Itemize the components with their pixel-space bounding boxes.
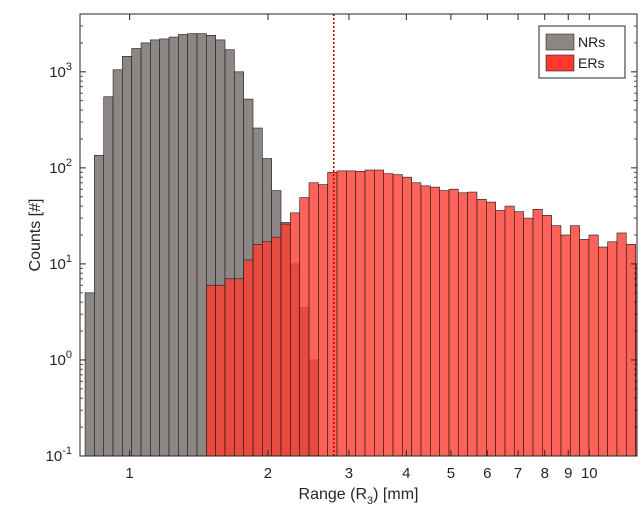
ers-bar	[383, 173, 394, 457]
nrs-bar	[168, 36, 179, 457]
ers-bar	[355, 171, 366, 457]
legend: NRs ERs	[538, 25, 626, 79]
legend-label-nrs: NRs	[578, 34, 605, 50]
legend-swatch-nrs	[545, 33, 575, 51]
ers-bar	[206, 284, 216, 457]
ers-bar	[271, 236, 282, 457]
x-axis-label-main: Range (R	[299, 486, 367, 503]
ers-bar	[476, 199, 487, 457]
x-tick-label: 8	[541, 465, 549, 482]
nrs-bar	[94, 155, 105, 457]
ers-bar	[458, 192, 468, 457]
ers-bar	[224, 278, 235, 457]
ers-bar	[588, 234, 599, 457]
y-axis-label: Counts [#]	[27, 199, 44, 272]
ers-bar	[420, 185, 431, 457]
nrs-bar	[112, 69, 123, 457]
y-tick-label: 101	[49, 253, 72, 273]
ers-bar	[569, 225, 580, 457]
nrs-bar	[84, 292, 95, 457]
y-axis-ticks: 10-1 100 101 102 103	[46, 13, 637, 465]
ers-bar	[560, 234, 571, 457]
y-tick-label: 103	[49, 61, 72, 81]
x-tick-label: 9	[564, 465, 572, 482]
ers-bar	[336, 170, 347, 457]
ers-bar	[280, 223, 291, 457]
x-tick-label: 2	[264, 465, 272, 482]
ers-bar	[625, 244, 636, 457]
nrs-bar	[131, 48, 142, 457]
x-axis-ticks: 1 2 3 4 5 6 7 8 9 10	[125, 14, 598, 482]
x-tick-label: 6	[483, 465, 491, 482]
ers-bar	[504, 205, 515, 457]
ers-bars	[206, 169, 638, 457]
ers-bar	[467, 191, 478, 457]
ers-bar	[299, 197, 310, 457]
ers-bar	[486, 201, 496, 457]
ers-bar	[551, 225, 562, 457]
y-tick-label: 10-1	[46, 445, 72, 465]
ers-bar	[318, 184, 328, 457]
x-tick-label: 5	[447, 465, 455, 482]
ers-bar	[243, 259, 254, 457]
x-tick-label: 4	[402, 465, 410, 482]
nrs-bar	[187, 33, 198, 457]
y-tick-label: 102	[49, 157, 72, 177]
ers-bar	[234, 278, 244, 457]
ers-bar	[411, 182, 422, 457]
ers-bar	[532, 209, 543, 457]
ers-bar	[439, 190, 450, 457]
nrs-bar	[196, 33, 207, 457]
nrs-bar	[122, 56, 133, 457]
ers-bar	[252, 244, 263, 457]
nrs-bar	[103, 96, 114, 457]
ers-bar	[392, 174, 403, 457]
x-axis-label-subscript: 3	[367, 495, 373, 507]
legend-label-ers: ERs	[578, 55, 604, 71]
x-axis-label: Range (R3) [mm]	[299, 486, 419, 507]
x-axis-label-unit: ) [mm]	[373, 486, 418, 503]
ers-bar	[374, 169, 384, 457]
ers-bar	[616, 232, 627, 457]
nrs-bar	[140, 42, 151, 457]
ers-bar	[448, 188, 459, 457]
ers-bar	[290, 212, 300, 457]
ers-bar	[607, 241, 618, 457]
ers-bar	[523, 217, 534, 457]
x-tick-label: 1	[125, 465, 133, 482]
ers-bar	[215, 284, 226, 457]
ers-bar	[262, 241, 272, 457]
ers-bar	[327, 171, 338, 457]
ers-bar	[495, 210, 506, 457]
nrs-bar	[159, 38, 170, 457]
ers-bar	[364, 169, 375, 457]
ers-bar	[402, 176, 412, 457]
ers-bar	[308, 182, 319, 457]
ers-bar	[579, 239, 590, 457]
ers-bar	[346, 170, 356, 457]
nrs-bar	[150, 39, 161, 457]
ers-bar	[597, 246, 608, 457]
ers-bar	[430, 186, 440, 457]
nrs-bar	[178, 34, 189, 457]
ers-bar	[541, 215, 552, 457]
x-tick-label: 3	[345, 465, 353, 482]
legend-swatch-ers	[545, 54, 575, 72]
ers-bar	[514, 211, 524, 457]
x-tick-label: 7	[514, 465, 522, 482]
x-tick-label: 10	[581, 465, 598, 482]
y-tick-label: 100	[49, 349, 72, 369]
